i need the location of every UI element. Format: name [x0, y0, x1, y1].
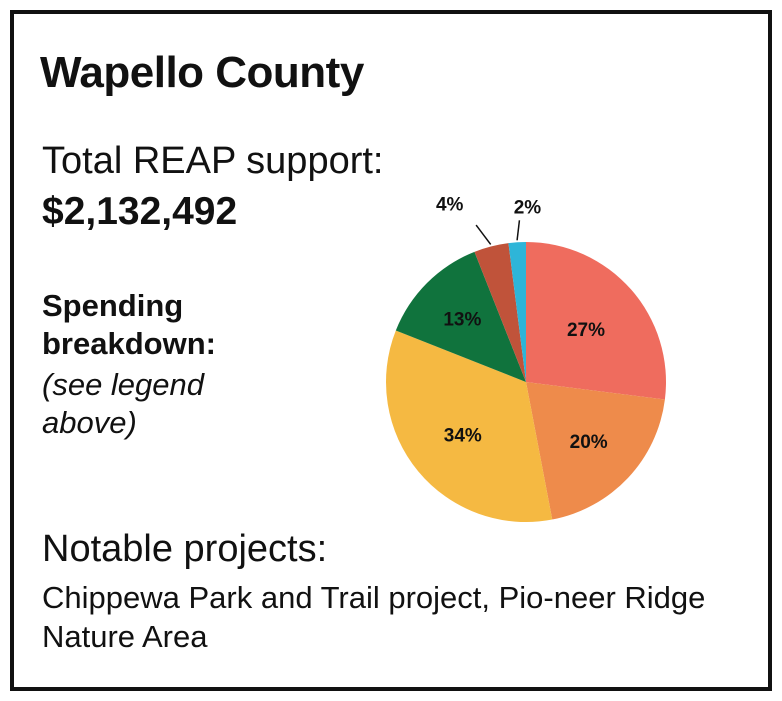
card-frame — [10, 10, 772, 691]
pie-label-1: 27% — [567, 320, 605, 341]
pie-label-5: 4% — [436, 195, 464, 216]
pie-leader-line-5 — [475, 224, 492, 245]
pie-slice-4 — [395, 251, 526, 382]
pie-slice-3 — [386, 330, 553, 522]
pie-label-4: 13% — [443, 309, 481, 330]
notable-projects-title: Notable projects: — [42, 528, 328, 570]
total-support-label: Total REAP support: — [42, 140, 384, 182]
pie-slice-5 — [474, 243, 526, 382]
county-title: Wapello County — [40, 48, 364, 97]
pie-label-3: 34% — [444, 425, 482, 446]
pie-label-6: 2% — [514, 197, 542, 218]
spending-breakdown-note: (see legend above) — [42, 367, 205, 440]
pie-label-2: 20% — [570, 432, 608, 453]
notable-projects-text: Chippewa Park and Trail project, Pio-nee… — [42, 580, 706, 654]
total-support-value: $2,132,492 — [42, 190, 238, 233]
pie-slice-2 — [526, 382, 665, 520]
pie-leader-line-6 — [516, 220, 521, 241]
spending-breakdown-title: Spending breakdown: — [42, 288, 216, 361]
pie-slice-6 — [508, 242, 526, 382]
pie-slice-1 — [526, 242, 666, 400]
